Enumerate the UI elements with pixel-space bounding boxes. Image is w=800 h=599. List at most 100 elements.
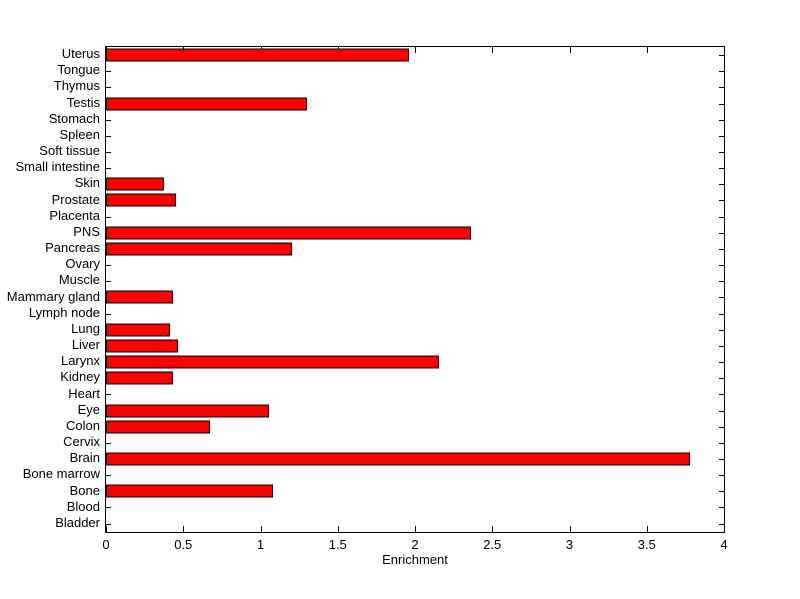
x-tick-mark xyxy=(646,526,648,532)
y-tick-mark xyxy=(719,378,724,380)
category-label: Larynx xyxy=(60,353,100,369)
category-row xyxy=(106,95,724,111)
x-tick-label: 0.5 xyxy=(174,537,193,552)
x-tick-mark xyxy=(337,47,339,53)
category-label: Muscle xyxy=(58,272,100,288)
category-label: Bone marrow xyxy=(22,466,100,482)
bar-kidney xyxy=(106,371,173,385)
y-tick-mark xyxy=(719,168,724,170)
category-row xyxy=(106,112,724,128)
x-axis-tick-labels: 0 0.5 1 1.5 2 2.5 3 3.5 4 xyxy=(102,537,727,555)
category-row xyxy=(106,209,724,225)
y-tick-mark xyxy=(719,152,724,154)
y-tick-mark xyxy=(719,442,724,444)
category-row xyxy=(106,419,724,435)
category-row xyxy=(106,402,724,418)
x-tick-mark xyxy=(260,526,262,532)
x-tick-mark xyxy=(415,47,416,53)
y-tick-mark xyxy=(106,313,111,315)
y-tick-mark xyxy=(106,281,111,283)
category-row xyxy=(106,322,724,338)
y-tick-mark xyxy=(719,297,724,299)
category-label: Lymph node xyxy=(28,304,100,320)
category-row xyxy=(106,47,724,63)
category-row xyxy=(106,225,724,241)
y-tick-mark xyxy=(719,103,724,105)
y-tick-mark xyxy=(106,394,111,396)
y-tick-mark xyxy=(106,152,111,154)
x-tick-label: 2.5 xyxy=(483,537,502,552)
category-label: Liver xyxy=(71,337,100,353)
bar-brain xyxy=(106,452,691,466)
y-tick-mark xyxy=(719,87,724,89)
category-label: Prostate xyxy=(51,191,100,207)
bar-pancreas xyxy=(106,242,292,256)
category-label: Uterus xyxy=(61,46,100,62)
y-tick-mark xyxy=(719,248,724,250)
x-tick-mark xyxy=(569,526,571,532)
category-label: Blood xyxy=(66,498,100,514)
category-label: Testis xyxy=(66,94,100,110)
y-tick-mark xyxy=(719,184,724,186)
y-tick-mark xyxy=(106,216,111,218)
category-label: Stomach xyxy=(48,110,100,126)
y-tick-mark xyxy=(719,265,724,267)
bar-mammary-gland xyxy=(106,290,173,304)
y-tick-mark xyxy=(719,71,724,73)
category-label: Kidney xyxy=(60,369,100,385)
y-tick-mark xyxy=(106,442,111,444)
y-tick-mark xyxy=(719,475,724,477)
y-tick-mark xyxy=(719,507,724,509)
y-tick-mark xyxy=(719,394,724,396)
x-tick-mark xyxy=(183,526,185,532)
category-label: Spleen xyxy=(59,126,100,142)
x-tick-mark xyxy=(106,47,107,53)
bar-eye xyxy=(106,404,269,418)
category-label: Brain xyxy=(69,450,100,466)
y-tick-mark xyxy=(719,281,724,283)
y-tick-mark xyxy=(106,87,111,89)
category-row xyxy=(106,289,724,305)
category-row xyxy=(106,516,724,532)
y-tick-mark xyxy=(719,329,724,331)
y-tick-mark xyxy=(719,362,724,364)
x-tick-mark xyxy=(415,526,416,532)
category-row xyxy=(106,176,724,192)
bar-testis xyxy=(106,97,308,111)
category-row xyxy=(106,144,724,160)
category-label: Eye xyxy=(77,401,100,417)
category-row xyxy=(106,273,724,289)
category-label: Ovary xyxy=(65,256,100,272)
category-row xyxy=(106,241,724,257)
y-tick-mark xyxy=(719,426,724,428)
category-row xyxy=(106,79,724,95)
category-label: Placenta xyxy=(49,207,100,223)
category-row xyxy=(106,160,724,176)
category-label: Tongue xyxy=(57,62,100,78)
bar-larynx xyxy=(106,355,439,369)
y-tick-mark xyxy=(106,71,111,73)
category-row xyxy=(106,128,724,144)
category-row xyxy=(106,499,724,515)
x-tick-mark xyxy=(492,47,494,53)
category-row xyxy=(106,386,724,402)
x-tick-label: 1 xyxy=(256,537,265,552)
category-label: Heart xyxy=(68,385,100,401)
bar-bone xyxy=(106,484,274,498)
category-label: Soft tissue xyxy=(39,143,100,159)
category-label: Pancreas xyxy=(45,240,100,256)
y-tick-mark xyxy=(719,216,724,218)
y-tick-mark xyxy=(719,458,724,460)
x-tick-mark xyxy=(646,47,648,53)
y-tick-mark xyxy=(719,135,724,137)
category-row xyxy=(106,192,724,208)
x-tick-mark xyxy=(724,47,725,53)
bar-prostate xyxy=(106,193,176,207)
category-row xyxy=(106,257,724,273)
category-label: Bone xyxy=(69,482,100,498)
category-row xyxy=(106,467,724,483)
category-row xyxy=(106,306,724,322)
bar-pns xyxy=(106,226,472,240)
category-label: Skin xyxy=(74,175,100,191)
x-tick-label: 1.5 xyxy=(328,537,347,552)
